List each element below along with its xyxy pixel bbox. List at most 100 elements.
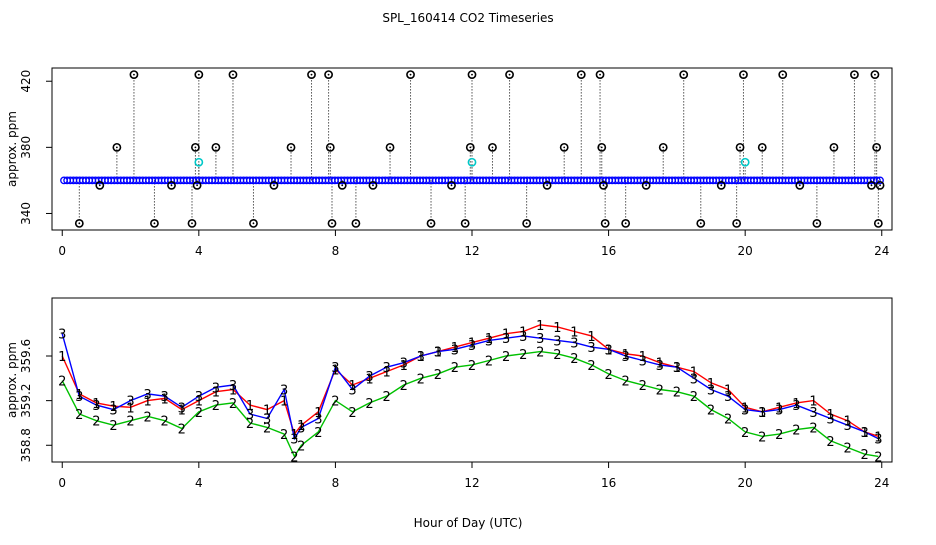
series-3-marker: 3: [297, 421, 305, 436]
outlier-point: [795, 180, 805, 190]
series-1-marker: 1: [229, 383, 237, 398]
outlier-point-center: [761, 146, 764, 149]
bottom-x-tick-label: 24: [874, 476, 889, 490]
series-2-marker: 2: [861, 448, 869, 463]
outlier-point: [867, 180, 876, 190]
series-1-marker: 1: [826, 408, 834, 423]
outlier-point-center: [310, 73, 313, 76]
outlier-point-center: [430, 222, 432, 225]
outlier-point: [187, 218, 197, 228]
outlier-point-center: [194, 146, 197, 149]
series-1-marker: 1: [604, 343, 612, 358]
series-2-marker: 2: [809, 421, 817, 436]
series-3-marker: 3: [570, 337, 578, 352]
series-2-marker: 2: [775, 428, 783, 443]
top-y-tick-label: 420: [19, 70, 33, 93]
outlier-point: [812, 218, 822, 228]
outlier-point: [600, 218, 610, 228]
outlier-point-center: [525, 222, 528, 225]
outlier-point: [327, 218, 337, 228]
x-axis-label: Hour of Day (UTC): [414, 516, 523, 530]
series-1-marker: 1: [809, 395, 817, 410]
outlier-point: [95, 180, 105, 190]
figure-title: SPL_160414 CO2 Timeseries: [382, 11, 553, 25]
outlier-point-center: [699, 222, 702, 225]
series-1-marker: 1: [861, 426, 869, 441]
outlier-point-center: [232, 73, 234, 76]
outlier-point: [460, 218, 470, 228]
series-2-marker: 2: [724, 412, 732, 427]
outlier-point: [658, 142, 668, 152]
series-2-marker: 2: [92, 415, 100, 430]
outlier-point: [875, 180, 885, 190]
outlier-point: [467, 70, 477, 80]
series-1-marker: 1: [212, 386, 220, 401]
outlier-point-center: [720, 184, 723, 187]
outlier-point: [716, 180, 726, 190]
outlier-point-center: [372, 184, 374, 187]
outlier-point-center: [191, 222, 193, 225]
outlier-point: [228, 70, 238, 80]
series-1-marker: 1: [843, 415, 851, 430]
outlier-point-center: [853, 73, 856, 76]
outlier-point-center: [215, 146, 217, 149]
outlier-point-center: [78, 222, 81, 225]
series-1-marker: 1: [451, 341, 459, 356]
outlier-point-center: [874, 73, 876, 76]
outlier-point-center: [329, 146, 332, 149]
shifted-point: [194, 157, 204, 167]
outlier-point-center: [781, 73, 784, 76]
series-2-marker: 2: [126, 415, 134, 430]
series-3-marker: 3: [553, 334, 561, 349]
series-3-marker: 3: [417, 350, 425, 365]
series-3-marker: 3: [382, 361, 390, 376]
series-2-marker: 2: [843, 441, 851, 456]
outlier-point-center: [604, 222, 607, 225]
series-3-marker: 3: [290, 433, 298, 448]
series-3-marker: 3: [468, 339, 476, 354]
series-3-marker: 3: [126, 395, 134, 410]
series-3-marker: 3: [861, 426, 869, 441]
series-2-marker: 2: [314, 426, 322, 441]
series-3-marker: 3: [826, 412, 834, 427]
series-2-marker: 2: [604, 368, 612, 383]
outlier-point-center: [739, 146, 741, 149]
series-1-marker: 1: [246, 399, 254, 414]
series-1-marker: 1: [656, 357, 664, 372]
shifted-point: [467, 157, 477, 167]
series-2-marker: 2: [536, 346, 544, 361]
series-1-marker: 1: [290, 428, 298, 443]
outlier-point: [368, 180, 378, 190]
series-1-marker: 1: [724, 383, 732, 398]
top-x-tick-label: 8: [332, 244, 340, 258]
series-3-marker: 3: [485, 334, 493, 349]
outlier-point-center: [735, 222, 738, 225]
series-1-marker: 1: [536, 319, 544, 334]
outlier-point: [112, 142, 122, 152]
series-1-marker: 1: [570, 325, 578, 340]
outlier-point-center: [98, 184, 101, 187]
series-1-marker: 1: [468, 337, 476, 352]
outlier-point: [870, 70, 880, 80]
series-1-marker: 1: [348, 379, 356, 394]
series-2-marker: 2: [622, 375, 630, 390]
outlier-point-center: [682, 73, 685, 76]
series-2-marker: 2: [570, 352, 578, 367]
series-1-marker: 1: [161, 392, 169, 407]
outlier-point: [426, 218, 436, 228]
series-2-line: [61, 350, 879, 458]
series-2-marker: 2: [826, 435, 834, 450]
outlier-point: [269, 180, 279, 190]
series-2-marker: 2: [468, 359, 476, 374]
outlier-point-center: [875, 146, 878, 149]
bottom-x-tick-label: 20: [738, 476, 753, 490]
series-1-marker: 1: [622, 348, 630, 363]
series-2-marker: 2: [519, 348, 527, 363]
series-2-marker: 2: [417, 372, 425, 387]
outlier-point: [307, 70, 316, 80]
bottom-x-tick-label: 4: [195, 476, 203, 490]
outlier-point: [286, 142, 296, 152]
series-2-marker: 2: [874, 450, 882, 465]
series-1-marker: 1: [792, 397, 800, 412]
